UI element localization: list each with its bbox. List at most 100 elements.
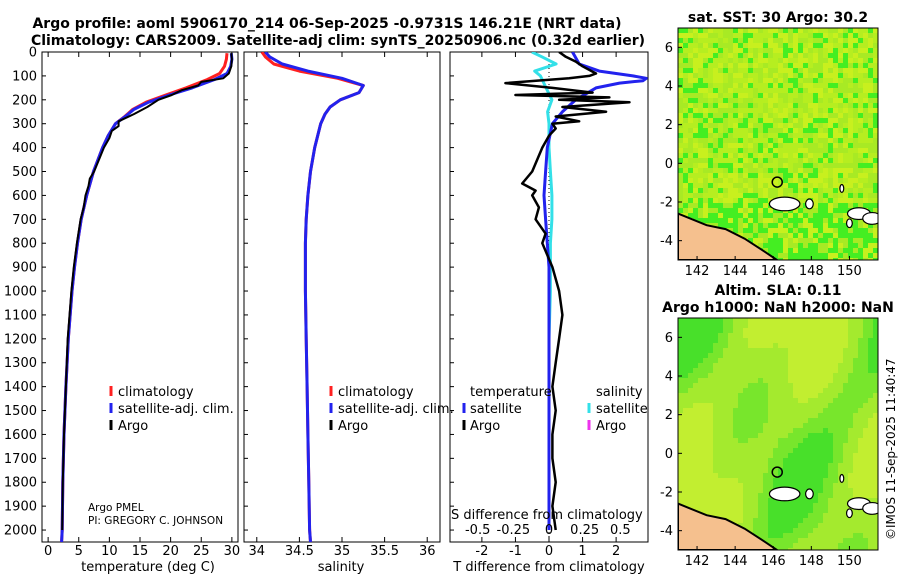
map-cell	[753, 353, 758, 358]
map-cell	[748, 398, 753, 403]
map-cell	[813, 413, 818, 418]
map-cell	[743, 503, 748, 508]
map-cell	[688, 453, 693, 458]
map-cell	[803, 153, 808, 158]
map-cell	[838, 163, 843, 168]
map-cell	[863, 453, 868, 458]
map-cell	[808, 548, 813, 550]
map-cell	[753, 503, 758, 508]
map-cell	[868, 258, 873, 260]
map-cell	[873, 163, 878, 168]
map-cell	[818, 43, 823, 48]
map-cell	[833, 338, 838, 343]
map-cell	[853, 428, 858, 433]
map-cell	[688, 383, 693, 388]
map-cell	[738, 78, 743, 83]
map-cell	[753, 93, 758, 98]
map-cell	[808, 28, 813, 33]
map-cell	[738, 488, 743, 493]
map-cell	[773, 353, 778, 358]
map-cell	[873, 343, 878, 348]
map-cell	[703, 93, 708, 98]
map-cell	[818, 533, 823, 538]
map-cell	[798, 133, 803, 138]
map-cell	[758, 473, 763, 478]
map-cell	[828, 373, 833, 378]
map-cell	[838, 388, 843, 393]
map-cell	[678, 183, 683, 188]
map-cell	[678, 133, 683, 138]
map-cell	[713, 48, 718, 53]
map-cell	[813, 213, 818, 218]
map-cell	[743, 33, 748, 38]
map-cell	[773, 243, 778, 248]
map-cell	[843, 203, 848, 208]
map-cell	[803, 533, 808, 538]
map-cell	[713, 328, 718, 333]
map-cell	[733, 168, 738, 173]
map-cell	[743, 518, 748, 523]
map-cell	[873, 478, 878, 483]
map-x-tick-label: 150	[837, 264, 862, 279]
map-cell	[848, 518, 853, 523]
map-cell	[788, 508, 793, 513]
map-cell	[703, 348, 708, 353]
map-cell	[738, 508, 743, 513]
map-cell	[813, 453, 818, 458]
map-cell	[843, 248, 848, 253]
map-cell	[738, 518, 743, 523]
map-cell	[833, 88, 838, 93]
map-cell	[808, 358, 813, 363]
map-cell	[678, 448, 683, 453]
map-cell	[838, 463, 843, 468]
map-cell	[718, 398, 723, 403]
map-cell	[683, 33, 688, 38]
map-cell	[768, 143, 773, 148]
map-cell	[683, 73, 688, 78]
map-cell	[723, 43, 728, 48]
map-cell	[738, 158, 743, 163]
map-cell	[873, 448, 878, 453]
map-cell	[773, 38, 778, 43]
map-cell	[743, 353, 748, 358]
map-cell	[848, 168, 853, 173]
map-cell	[758, 73, 763, 78]
map-cell	[843, 113, 848, 118]
map-cell	[698, 468, 703, 473]
map-cell	[703, 463, 708, 468]
map-cell	[718, 28, 723, 33]
map-cell	[863, 533, 868, 538]
map-cell	[723, 383, 728, 388]
map-cell	[753, 413, 758, 418]
map-cell	[768, 188, 773, 193]
map-cell	[823, 223, 828, 228]
map-cell	[798, 203, 803, 208]
map-cell	[753, 223, 758, 228]
map-cell	[823, 538, 828, 543]
map-cell	[768, 333, 773, 338]
map-cell	[863, 353, 868, 358]
map-cell	[868, 53, 873, 58]
map-cell	[688, 503, 693, 508]
map-cell	[808, 103, 813, 108]
map-cell	[718, 443, 723, 448]
map-cell	[728, 493, 733, 498]
map-cell	[803, 73, 808, 78]
map-cell	[788, 328, 793, 333]
map-cell	[863, 98, 868, 103]
map-cell	[728, 203, 733, 208]
x-tick-label: 5	[75, 544, 83, 559]
map-cell	[853, 123, 858, 128]
map-cell	[833, 128, 838, 133]
map-cell	[768, 48, 773, 53]
map-cell	[753, 28, 758, 33]
map-cell	[783, 98, 788, 103]
map-cell	[823, 248, 828, 253]
map-cell	[793, 28, 798, 33]
map-cell	[733, 378, 738, 383]
map-cell	[798, 88, 803, 93]
map-cell	[823, 168, 828, 173]
depth-tick-label: 1400	[4, 380, 37, 395]
map-cell	[788, 338, 793, 343]
